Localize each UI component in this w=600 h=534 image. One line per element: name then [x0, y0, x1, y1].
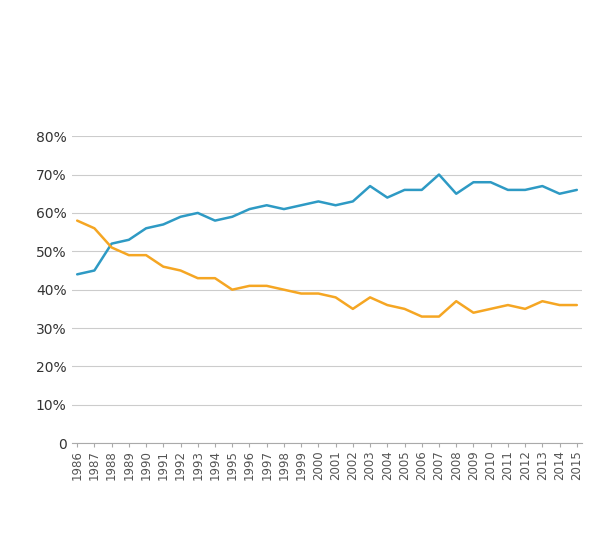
Text: Percentage of U.S. Medical School Black or
African American Graduates by Sex, 19: Percentage of U.S. Medical School Black … — [67, 37, 533, 80]
